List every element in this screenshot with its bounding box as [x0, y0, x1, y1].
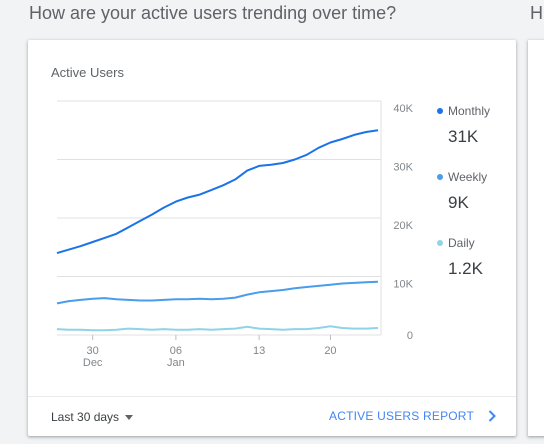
- active-users-report-link[interactable]: ACTIVE USERS REPORT: [329, 409, 496, 423]
- x-tick-label: 20: [324, 345, 336, 357]
- y-tick-label: 40K: [393, 103, 413, 115]
- legend-dot-daily: [437, 240, 443, 246]
- x-tick-label: 30: [87, 345, 99, 357]
- x-tick-month-label: Jan: [167, 357, 185, 369]
- section-title: How are your active users trending over …: [29, 3, 397, 23]
- x-tick-label: 13: [253, 345, 265, 357]
- y-tick-label: 30K: [393, 162, 413, 174]
- legend-label-monthly: Monthly: [448, 104, 491, 118]
- series-line-weekly: [56, 280, 379, 305]
- series-line-monthly: [56, 129, 379, 255]
- date-range-dropdown[interactable]: Last 30 days: [51, 410, 134, 424]
- y-tick-label: 10K: [393, 279, 413, 291]
- legend-item-daily: Daily 1.2K: [437, 236, 483, 279]
- legend-item-monthly: Monthly 31K: [437, 104, 490, 147]
- chevron-right-icon: [488, 410, 496, 422]
- legend-value-daily: 1.2K: [448, 259, 483, 278]
- legend-dot-monthly: [437, 108, 443, 114]
- legend-label-daily: Daily: [448, 236, 475, 250]
- date-range-label: Last 30 days: [51, 410, 120, 424]
- x-tick-label: 06: [170, 345, 182, 357]
- legend-item-weekly: Weekly 9K: [437, 170, 487, 213]
- y-tick-label: 0: [407, 330, 413, 342]
- card-footer: Last 30 days ACTIVE USERS REPORT: [28, 396, 516, 437]
- y-tick-label: 20K: [393, 220, 413, 232]
- report-link-label: ACTIVE USERS REPORT: [329, 409, 474, 423]
- caret-down-icon: [125, 414, 134, 420]
- card-title: Active Users: [51, 65, 124, 80]
- series-line-daily: [56, 325, 379, 332]
- legend-value-monthly: 31K: [448, 127, 479, 146]
- next-card: [528, 40, 544, 436]
- legend-label-weekly: Weekly: [448, 170, 488, 184]
- legend-value-weekly: 9K: [448, 193, 469, 212]
- legend-dot-weekly: [437, 174, 443, 180]
- next-section-title: H: [530, 3, 543, 23]
- x-tick-month-label: Dec: [83, 357, 103, 369]
- active-users-card: Active Users 40K 30K 20K 10K 0 30 Dec 06 Jan 13 20…: [28, 40, 516, 436]
